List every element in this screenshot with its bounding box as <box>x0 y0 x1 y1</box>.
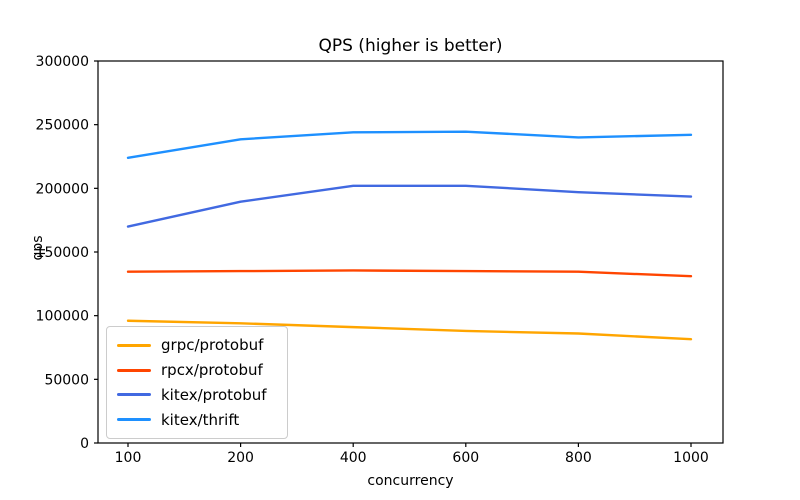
y-tick-label: 200000 <box>36 181 89 197</box>
axes: 100 200 400 600 800 1000 0 50000 100000 150000 200… <box>36 54 724 466</box>
y-tick-label: 300000 <box>36 54 89 70</box>
legend-item-label: kitex/protobuf <box>161 385 267 404</box>
legend-item: kitex/protobuf <box>117 383 279 408</box>
series-line-grpc-protobuf <box>126 319 693 341</box>
legend-item-label: rpcx/protobuf <box>161 361 263 380</box>
legend-line-sample <box>117 418 151 422</box>
x-tick-label: 1000 <box>673 450 709 466</box>
y-tick-label: 0 <box>80 436 89 452</box>
chart-title: QPS (higher is better) <box>318 36 503 56</box>
legend-item: kitex/thrift <box>117 407 279 432</box>
y-tick-label: 50000 <box>44 372 89 388</box>
legend: grpc/protobuf rpcx/protobuf kitex/protob… <box>106 326 288 439</box>
x-tick-label: 600 <box>452 450 479 466</box>
legend-line-sample <box>117 343 151 347</box>
x-tick-label: 400 <box>340 450 367 466</box>
legend-item: grpc/protobuf <box>117 333 279 358</box>
legend-item-label: grpc/protobuf <box>161 336 264 355</box>
y-tick-label: 250000 <box>36 118 89 134</box>
x-tick-label: 800 <box>565 450 592 466</box>
series-line-rpcx-protobuf <box>126 269 693 278</box>
legend-item-label: kitex/thrift <box>161 410 240 429</box>
legend-line-sample <box>117 368 151 372</box>
series-lines <box>126 130 693 341</box>
x-tick-label: 200 <box>227 450 254 466</box>
y-tick-label: 150000 <box>36 245 89 261</box>
x-axis-label: concurrency <box>367 473 454 489</box>
x-tick-label: 100 <box>115 450 142 466</box>
series-line-kitex-protobuf <box>126 184 693 228</box>
series-line-kitex-thrift <box>126 130 693 159</box>
legend-item: rpcx/protobuf <box>117 358 279 383</box>
y-tick-label: 100000 <box>36 309 89 325</box>
legend-line-sample <box>117 393 151 397</box>
